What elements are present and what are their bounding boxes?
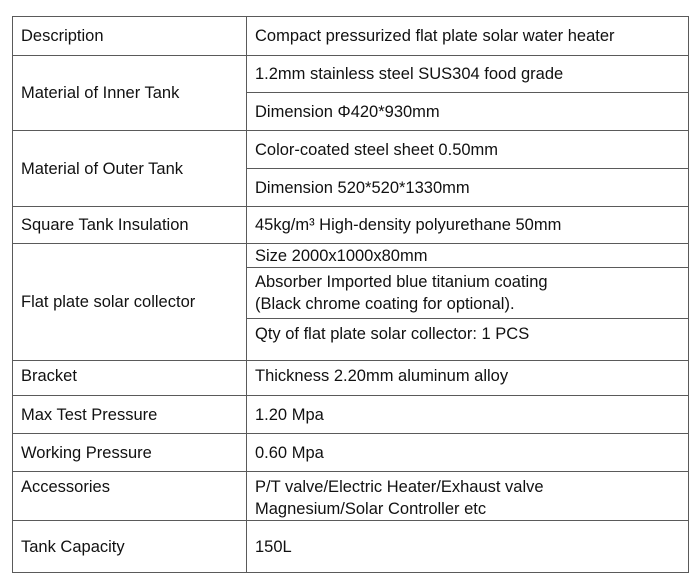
row-value: Size 2000x1000x80mm — [246, 243, 689, 268]
row-value-line: P/T valve/Electric Heater/Exhaust valve — [255, 478, 544, 496]
table-row: Qty of flat plate solar collector: 1 PCS — [13, 318, 689, 361]
row-value: Dimension 520*520*1330mm — [246, 168, 689, 207]
row-value: Dimension Φ420*930mm — [246, 92, 689, 131]
row-label: Accessories — [12, 471, 247, 521]
row-value: 0.60 Mpa — [246, 433, 689, 472]
table-row: Square Tank Insulation 45kg/m³ High-dens… — [12, 206, 689, 244]
row-value-line: Magnesium/Solar Controller etc — [255, 500, 487, 518]
row-label: Description — [12, 16, 247, 56]
row-value: 150L — [246, 520, 689, 573]
row-value: Qty of flat plate solar collector: 1 PCS — [246, 318, 689, 361]
table-row: Max Test Pressure 1.20 Mpa — [12, 395, 689, 434]
row-value-line: Absorber Imported blue titanium coating — [255, 273, 548, 291]
row-label: Material of Outer Tank — [12, 130, 247, 207]
row-label: Working Pressure — [12, 433, 247, 472]
table-row: Dimension Φ420*930mm — [13, 92, 689, 131]
table-row: Dimension 520*520*1330mm — [13, 168, 689, 207]
row-value: 1.2mm stainless steel SUS304 food grade — [246, 55, 689, 93]
row-value: P/T valve/Electric Heater/Exhaust valve M… — [246, 471, 689, 521]
table-row: Material of Outer Tank Color-coated stee… — [12, 130, 689, 207]
row-value: Thickness 2.20mm aluminum alloy — [246, 360, 689, 396]
row-label: Flat plate solar collector — [12, 243, 247, 361]
row-value: Color-coated steel sheet 0.50mm — [246, 130, 689, 169]
table-row: Tank Capacity 150L — [12, 520, 689, 573]
row-label: Material of Inner Tank — [12, 55, 247, 131]
spec-table: Description Compact pressurized flat pla… — [12, 16, 689, 573]
row-label: Bracket — [12, 360, 247, 396]
row-value-line: (Black chrome coating for optional). — [255, 295, 515, 313]
row-value: 1.20 Mpa — [246, 395, 689, 434]
row-label: Max Test Pressure — [12, 395, 247, 434]
row-value: 45kg/m³ High-density polyurethane 50mm — [246, 206, 689, 244]
table-row: Material of Inner Tank 1.2mm stainless s… — [12, 55, 689, 131]
row-value: Absorber Imported blue titanium coating (… — [246, 267, 689, 319]
table-row: Description Compact pressurized flat pla… — [12, 16, 689, 56]
table-row: Bracket Thickness 2.20mm aluminum alloy — [12, 360, 689, 396]
table-row: Working Pressure 0.60 Mpa — [12, 433, 689, 472]
row-label: Tank Capacity — [12, 520, 247, 573]
table-row: Absorber Imported blue titanium coating (… — [13, 267, 689, 319]
row-value: Compact pressurized flat plate solar wat… — [246, 16, 689, 56]
table-row: Accessories P/T valve/Electric Heater/Ex… — [12, 471, 689, 521]
table-row: Flat plate solar collector Size 2000x100… — [12, 243, 689, 361]
row-label: Square Tank Insulation — [12, 206, 247, 244]
